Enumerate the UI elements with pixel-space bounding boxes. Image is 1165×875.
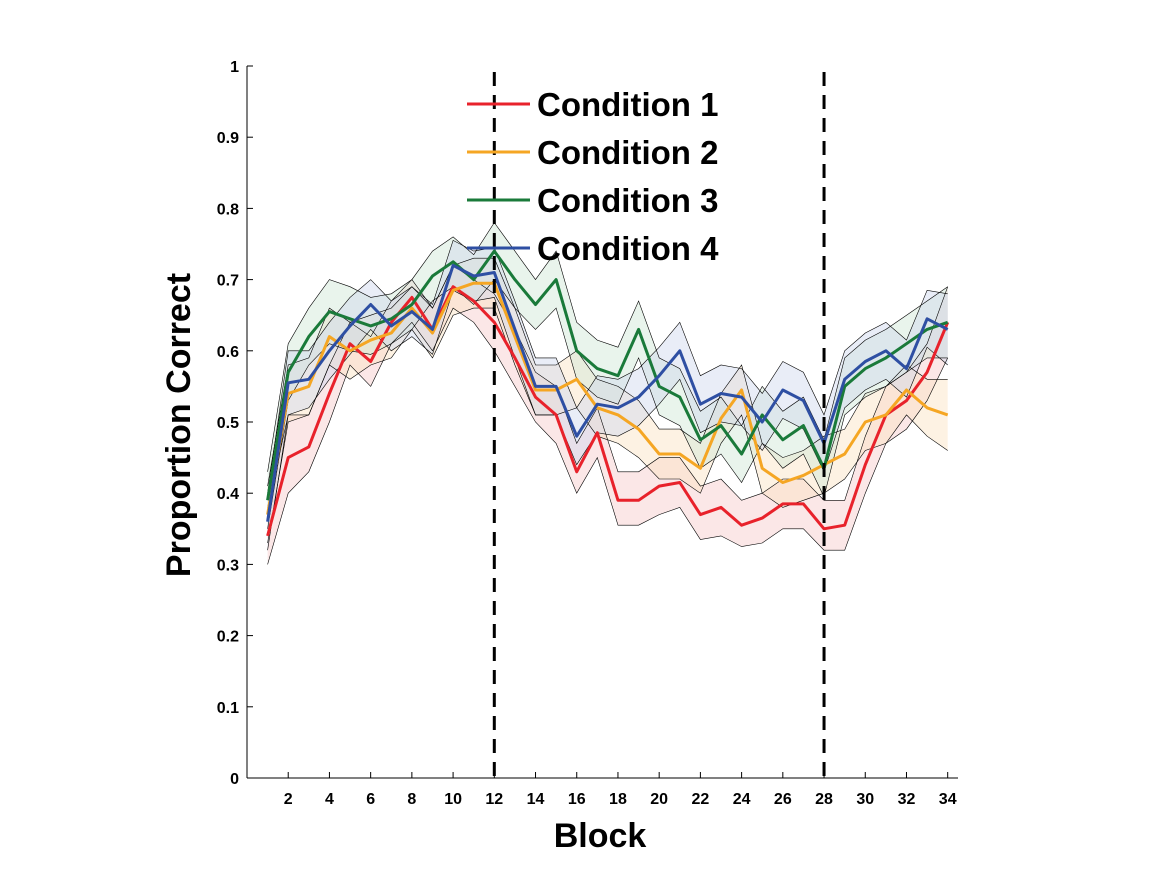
x-tick-label: 16	[568, 791, 586, 808]
x-tick-label: 12	[485, 791, 503, 808]
x-tick-label: 10	[444, 791, 462, 808]
y-tick-label: 0.7	[217, 273, 239, 290]
y-tick-label: 0.4	[217, 486, 239, 503]
condition-2-line	[266, 281, 949, 515]
condition-3-line	[266, 249, 949, 501]
condition-4-line	[266, 263, 949, 522]
condition-3-band	[267, 222, 948, 529]
x-ticks: 2 4 6 8 10 12 14 16 18 20 22 24 26 28 30 32 34	[284, 772, 957, 808]
y-tick-label: 0.2	[217, 629, 239, 646]
x-tick-label: 30	[856, 791, 874, 808]
x-tick-label: 18	[609, 791, 627, 808]
y-tick-label: 0.1	[217, 700, 239, 717]
y-tick-label: 0.3	[217, 557, 239, 574]
y-tick-label: 0	[230, 771, 239, 788]
y-ticks: 0 0.1 0.2 0.3 0.4 0.5 0.6 0.7 0.8 0.9 1	[217, 59, 253, 788]
condition-4-band-upper-edge	[267, 239, 948, 494]
y-axis-title: Proportion Correct	[160, 273, 198, 577]
x-tick-label: 6	[366, 791, 375, 808]
x-tick-label: 28	[815, 791, 833, 808]
condition-3-band-upper-edge	[267, 222, 948, 472]
condition-switch-lines	[492, 72, 826, 778]
x-tick-label: 20	[650, 791, 668, 808]
y-tick-label: 1	[230, 59, 239, 76]
series-lines	[266, 249, 950, 537]
condition-1-band-lower-edge	[267, 307, 948, 565]
x-tick-label: 26	[774, 791, 792, 808]
condition-4-legend-label: Condition 4	[537, 230, 719, 267]
condition-2-band-lower-edge	[267, 307, 948, 544]
x-tick-label: 22	[691, 791, 709, 808]
y-tick-label: 0.6	[217, 344, 239, 361]
x-tick-label: 24	[733, 791, 751, 808]
condition-1-line	[266, 285, 950, 537]
condition-2-legend-label: Condition 2	[537, 134, 718, 171]
x-tick-label: 34	[939, 791, 957, 808]
x-tick-label: 32	[898, 791, 916, 808]
y-tick-label: 0.8	[217, 201, 239, 218]
x-tick-label: 8	[407, 791, 416, 808]
legend: Condition 1 Condition 2 Condition 3 Conditi…	[467, 86, 719, 267]
x-axis-title: Block	[554, 817, 647, 855]
x-tick-label: 2	[284, 791, 293, 808]
y-tick-label: 0.5	[217, 415, 239, 432]
condition-3-legend-label: Condition 3	[537, 182, 718, 219]
condition-1-legend-label: Condition 1	[537, 86, 718, 123]
x-tick-label: 4	[325, 791, 334, 808]
confidence-bands	[267, 222, 948, 565]
x-tick-label: 14	[527, 791, 545, 808]
y-tick-label: 0.9	[217, 130, 239, 147]
condition-3-band-lower-edge	[267, 279, 948, 529]
